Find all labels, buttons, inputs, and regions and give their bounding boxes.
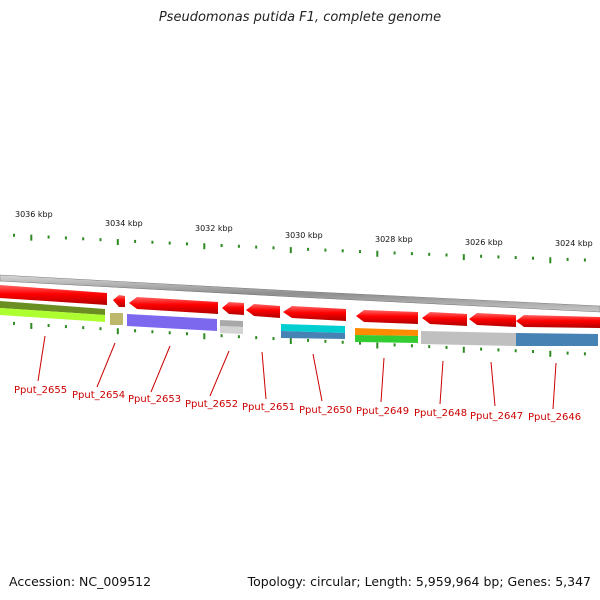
gene-arrow-pput-2653[interactable] xyxy=(129,297,218,314)
gene-label-pput-2647[interactable]: Pput_2647 xyxy=(470,411,523,422)
gene-label-pput-2646[interactable]: Pput_2646 xyxy=(528,412,581,423)
ruler-ticks-bottom xyxy=(13,321,586,357)
feature-bar xyxy=(220,320,243,327)
ruler-label: 3030 kbp xyxy=(285,231,323,240)
label-line xyxy=(209,350,230,397)
gene-arrow-pput-2648[interactable] xyxy=(422,312,467,326)
feature-bars xyxy=(0,301,598,346)
gene-arrow-pput-2655[interactable] xyxy=(0,285,107,305)
gene-label-pput-2653[interactable]: Pput_2653 xyxy=(128,394,181,405)
feature-bar xyxy=(355,328,418,336)
gene-arrow-pput-2654[interactable] xyxy=(113,295,125,307)
ruler-ticks-top xyxy=(13,233,586,264)
gene-arrow-pput-2652[interactable] xyxy=(222,302,244,315)
ruler-labels: 3036 kbp 3034 kbp 3032 kbp 3030 kbp 3028… xyxy=(15,210,593,248)
genome-summary-text: Topology: circular; Length: 5,959,964 bp… xyxy=(247,574,591,589)
ruler-label: 3028 kbp xyxy=(375,235,413,244)
label-line xyxy=(37,335,46,382)
gene-arrow-pput-2650[interactable] xyxy=(283,306,346,321)
genome-backbone xyxy=(0,274,600,313)
ruler-label: 3034 kbp xyxy=(105,219,143,228)
gene-label-pput-2652[interactable]: Pput_2652 xyxy=(185,399,238,410)
gene-arrow-pput-2649[interactable] xyxy=(356,310,418,324)
gene-label-pput-2650[interactable]: Pput_2650 xyxy=(299,405,352,416)
ruler-label: 3032 kbp xyxy=(195,224,233,233)
feature-bar xyxy=(516,333,598,346)
feature-bar xyxy=(0,301,105,315)
gene-label-pput-2649[interactable]: Pput_2649 xyxy=(356,406,409,417)
feature-bar xyxy=(0,308,105,322)
ruler-label: 3026 kbp xyxy=(465,238,503,247)
label-line xyxy=(380,357,385,403)
feature-bar xyxy=(127,314,217,331)
feature-bar xyxy=(281,324,345,333)
gene-arrow-pput-2646[interactable] xyxy=(516,315,600,328)
ruler-label: 3024 kbp xyxy=(555,239,593,248)
feature-bar xyxy=(281,331,345,339)
label-lines xyxy=(37,335,557,410)
gene-label-pput-2648[interactable]: Pput_2648 xyxy=(414,408,467,419)
gene-label-pput-2654[interactable]: Pput_2654 xyxy=(72,390,125,401)
feature-bar xyxy=(421,331,516,346)
ruler-label: 3036 kbp xyxy=(15,210,53,219)
label-line xyxy=(150,345,171,393)
gene-label-pput-2651[interactable]: Pput_2651 xyxy=(242,402,295,413)
label-line xyxy=(312,353,323,402)
label-line xyxy=(439,360,444,405)
gene-arrow-pput-2651[interactable] xyxy=(246,304,280,318)
map-title: Pseudomonas putida F1, complete genome xyxy=(158,10,442,25)
feature-bar xyxy=(355,335,418,343)
gene-labels: Pput_2655 Pput_2654 Pput_2653 Pput_2652 … xyxy=(14,385,581,423)
label-line xyxy=(261,351,267,400)
label-line xyxy=(96,342,116,388)
gene-arrow-pput-2647[interactable] xyxy=(469,313,516,327)
gene-label-pput-2655[interactable]: Pput_2655 xyxy=(14,385,67,396)
feature-bar xyxy=(220,326,243,334)
accession-text: Accession: NC_009512 xyxy=(9,574,152,589)
gene-track xyxy=(0,285,600,328)
feature-bar xyxy=(110,313,123,325)
label-line xyxy=(490,361,496,407)
label-line xyxy=(552,362,557,410)
